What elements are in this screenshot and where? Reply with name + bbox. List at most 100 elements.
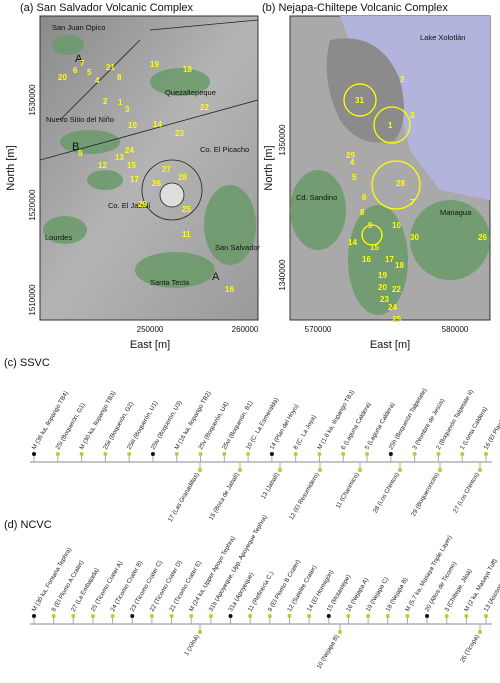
node: [293, 452, 298, 456]
label: 16: [225, 285, 234, 294]
label: 20: [378, 283, 387, 292]
label: 26 (Ticopa): [459, 634, 481, 664]
label: 4: [350, 158, 355, 167]
label: Santa Tecla: [150, 278, 190, 287]
label: 17 (Las Granadillas): [167, 472, 201, 524]
label: 15: [127, 161, 136, 170]
node: [127, 452, 132, 456]
node: [169, 614, 174, 618]
node: [478, 630, 482, 634]
label: 6: [362, 193, 367, 202]
urban-a: [43, 35, 256, 288]
node: [412, 452, 417, 456]
label: 17: [130, 175, 139, 184]
label: 1 (Xiloá): [183, 634, 201, 657]
node: [198, 630, 202, 634]
node: [71, 614, 76, 618]
label: 20: [58, 73, 67, 82]
label: 29 (Boqueroncito): [410, 472, 441, 518]
label: Nuevo Sitio del Niño: [46, 115, 114, 124]
node: [198, 468, 202, 472]
node: [55, 452, 60, 456]
label: 1340000: [278, 259, 287, 291]
label: 8 (C. La Joya): [292, 414, 317, 451]
label: 12 (El Resumidero): [288, 472, 321, 522]
label: 22: [392, 285, 401, 294]
label: 19: [378, 271, 387, 280]
label: 18: [395, 261, 404, 270]
label: Lake Xolotlán: [420, 33, 465, 42]
label: 23: [380, 295, 389, 304]
label: 19: [150, 60, 159, 69]
label: A: [75, 53, 83, 65]
label: 11 (Chanmico): [335, 472, 361, 510]
node: [90, 614, 95, 618]
node: [425, 614, 430, 618]
node: [222, 452, 227, 456]
label: 28: [178, 173, 187, 182]
node: [51, 614, 56, 618]
node: [150, 452, 155, 456]
label: East [m]: [130, 339, 170, 351]
node: [246, 452, 251, 456]
label: A: [212, 271, 220, 283]
label: Lourdes: [45, 233, 72, 242]
label: 16: [362, 255, 371, 264]
label: 580000: [442, 325, 469, 334]
node: [398, 468, 402, 472]
label: 26: [152, 179, 161, 188]
label: 24: [125, 146, 134, 155]
label: 29: [346, 151, 355, 160]
label: 15 (Boca de Jabalí): [208, 472, 241, 522]
node: [32, 452, 36, 456]
label: 28 (Los Chintos): [372, 472, 401, 515]
label: M (2 ka, Masaya Tuff): [463, 558, 499, 613]
label: 14: [153, 120, 162, 129]
peninsula: [326, 38, 404, 143]
label: 31: [355, 96, 364, 105]
label: 26: [478, 233, 487, 242]
node: [110, 614, 115, 618]
label: 7: [80, 59, 85, 68]
label: 6: [73, 66, 78, 75]
node: [438, 468, 442, 472]
node: [189, 614, 194, 618]
label: 9: [368, 221, 373, 230]
label: 21: [106, 63, 115, 72]
label: 10 (Nejapa B): [316, 634, 341, 671]
label: 24: [388, 303, 397, 312]
label: 260000: [232, 325, 259, 334]
label: (a) San Salvador Volcanic Complex: [20, 2, 194, 14]
label: San Juan Opico: [52, 23, 105, 32]
node: [32, 614, 36, 618]
node: [385, 614, 390, 618]
node: [464, 614, 469, 618]
label: 15: [370, 243, 379, 252]
node: [326, 614, 331, 618]
label: 3: [125, 105, 130, 114]
label: 4: [95, 76, 100, 85]
label: Co. El Picacho: [200, 145, 249, 154]
node: [267, 614, 272, 618]
label: 13: [115, 153, 124, 162]
label: 22: [200, 103, 209, 112]
node: [478, 468, 482, 472]
node: [130, 614, 135, 618]
label: East [m]: [370, 339, 410, 351]
label: 1: [388, 121, 393, 130]
node: [317, 452, 322, 456]
label: 5: [352, 173, 357, 182]
label: 2: [400, 75, 405, 84]
label: (c) SSVC: [4, 357, 50, 369]
label: 25: [182, 205, 191, 214]
node: [365, 452, 370, 456]
node: [103, 452, 108, 456]
label: 8: [360, 208, 365, 217]
label: Quezaltepeque: [165, 88, 216, 97]
label: North [m]: [263, 145, 275, 190]
label: 1350000: [278, 124, 287, 156]
label: 23: [175, 129, 184, 138]
label: San Salvador: [215, 243, 261, 252]
label: 1520000: [28, 189, 37, 221]
node: [388, 452, 393, 456]
